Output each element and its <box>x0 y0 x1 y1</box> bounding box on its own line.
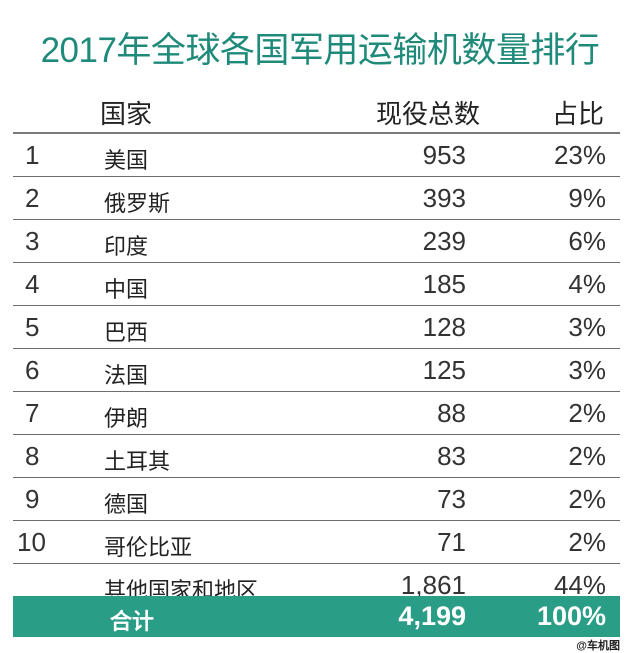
share: 3% <box>568 312 606 342</box>
count: 239 <box>422 226 466 256</box>
rank: 9 <box>25 484 40 514</box>
rank: 3 <box>25 226 40 256</box>
rank: 8 <box>25 441 40 471</box>
rank: 10 <box>17 527 46 557</box>
count: 128 <box>422 312 466 342</box>
total-share: 100% <box>536 601 606 631</box>
watermark: @车机图 <box>576 640 620 652</box>
share: 2% <box>568 527 606 557</box>
share: 4% <box>568 269 606 299</box>
table-row: 2 俄罗斯 393 9% <box>13 177 620 220</box>
count: 71 <box>437 527 466 557</box>
share: 2% <box>568 484 606 514</box>
count: 185 <box>422 269 466 299</box>
rank: 1 <box>25 140 40 170</box>
count: 88 <box>437 398 466 428</box>
table-row: 5 巴西 128 3% <box>13 306 620 349</box>
rank: 7 <box>25 398 40 428</box>
table-row: 4 中国 185 4% <box>13 263 620 306</box>
country: 土耳其 <box>104 449 171 474</box>
count: 953 <box>422 140 466 170</box>
total-count: 4,199 <box>398 601 466 631</box>
rank: 5 <box>25 312 40 342</box>
country: 美国 <box>104 148 149 173</box>
country: 俄罗斯 <box>104 191 171 216</box>
table-row: 7 伊朗 88 2% <box>13 392 620 435</box>
table-row: 8 土耳其 83 2% <box>13 435 620 478</box>
rank: 6 <box>25 355 40 385</box>
country: 法国 <box>104 363 149 388</box>
share: 3% <box>568 355 606 385</box>
table-body: 1 美国 953 23% 2 俄罗斯 393 9% 3 印度 239 6% 4 … <box>13 134 620 606</box>
table-row: 10 哥伦比亚 71 2% <box>13 521 620 564</box>
header-count: 现役总数 <box>375 99 480 129</box>
count: 125 <box>422 355 466 385</box>
header-country: 国家 <box>100 99 153 129</box>
country: 中国 <box>104 277 149 302</box>
rank: 2 <box>25 183 40 213</box>
table-header: 国家 现役总数 占比 <box>13 90 620 134</box>
country: 印度 <box>104 234 149 259</box>
share: 6% <box>568 226 606 256</box>
country: 哥伦比亚 <box>104 535 193 560</box>
total-row: 合计 4,199 100% <box>13 596 620 637</box>
total-label: 合计 <box>110 609 155 634</box>
table-row: 1 美国 953 23% <box>13 134 620 177</box>
table-row: 6 法国 125 3% <box>13 349 620 392</box>
table-row: 3 印度 239 6% <box>13 220 620 263</box>
count: 83 <box>437 441 466 471</box>
share: 2% <box>568 398 606 428</box>
share: 2% <box>568 441 606 471</box>
share: 23% <box>553 140 606 170</box>
country: 伊朗 <box>104 406 149 431</box>
count: 1,861 <box>400 570 466 600</box>
country: 巴西 <box>104 320 149 345</box>
rank: 4 <box>25 269 40 299</box>
share: 9% <box>568 183 606 213</box>
table-row: 9 德国 73 2% <box>13 478 620 521</box>
country: 德国 <box>104 492 149 517</box>
page-title: 2017年全球各国军用运输机数量排行 <box>40 31 600 70</box>
share: 44% <box>553 570 606 600</box>
count: 393 <box>422 183 466 213</box>
count: 73 <box>437 484 466 514</box>
header-share: 占比 <box>551 99 604 129</box>
